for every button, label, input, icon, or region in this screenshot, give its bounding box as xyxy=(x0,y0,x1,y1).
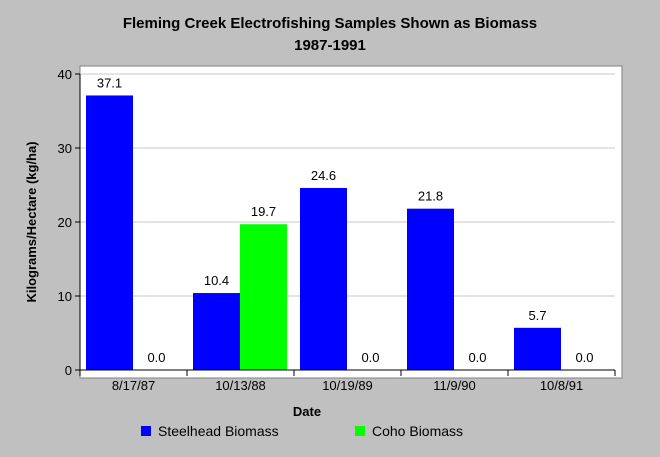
y-tick-label: 10 xyxy=(58,289,72,304)
x-tick-label: 10/19/89 xyxy=(322,378,373,393)
gridlines xyxy=(80,73,615,297)
bar-value-label: 21.8 xyxy=(418,189,443,204)
bar xyxy=(407,208,454,370)
x-ticks: 8/17/87 10/13/88 10/19/89 11/9/90 10/8/91 xyxy=(79,370,616,393)
bar xyxy=(193,293,240,370)
legend-swatch xyxy=(355,426,365,436)
y-tick-label: 40 xyxy=(58,67,72,82)
y-tick-label: 20 xyxy=(58,215,72,230)
bar-value-label: 37.1 xyxy=(97,75,122,90)
legend-label: Steelhead Biomass xyxy=(158,423,279,439)
x-tick-label: 10/13/88 xyxy=(215,378,266,393)
legend-swatch xyxy=(141,426,151,436)
bar-value-label: 10.4 xyxy=(204,273,229,288)
bar-value-label: 5.7 xyxy=(528,308,546,323)
y-axis-title: Kilograms/Hectare (kg/ha) xyxy=(24,141,39,302)
y-tick-label: 0 xyxy=(65,363,72,378)
bar xyxy=(240,224,287,370)
bar-value-label: 24.6 xyxy=(311,168,336,183)
bar xyxy=(86,95,133,371)
legend-label: Coho Biomass xyxy=(372,423,463,439)
chart-subtitle: 1987-1991 xyxy=(294,37,366,54)
bar-value-label: 0.0 xyxy=(468,350,486,365)
x-axis-title: Date xyxy=(293,404,321,419)
bars xyxy=(86,95,561,371)
bar-value-label: 19.7 xyxy=(251,204,276,219)
x-tick-label: 8/17/87 xyxy=(112,378,155,393)
y-tick-label: 30 xyxy=(58,141,72,156)
bar-value-label: 0.0 xyxy=(575,350,593,365)
data-labels: 37.1 10.4 24.6 21.8 5.7 0.0 19.7 0.0 0.0 0.0 xyxy=(97,75,594,365)
x-tick-label: 10/8/91 xyxy=(540,378,583,393)
x-tick-label: 11/9/90 xyxy=(433,378,475,393)
legend: Steelhead Biomass Coho Biomass xyxy=(141,423,463,439)
bar-value-label: 0.0 xyxy=(361,350,379,365)
y-ticks: 0 10 20 30 40 xyxy=(58,67,80,378)
bar xyxy=(300,187,347,370)
bar xyxy=(514,327,561,370)
bar-value-label: 0.0 xyxy=(147,350,165,365)
chart-title: Fleming Creek Electrofishing Samples Sho… xyxy=(123,15,537,32)
